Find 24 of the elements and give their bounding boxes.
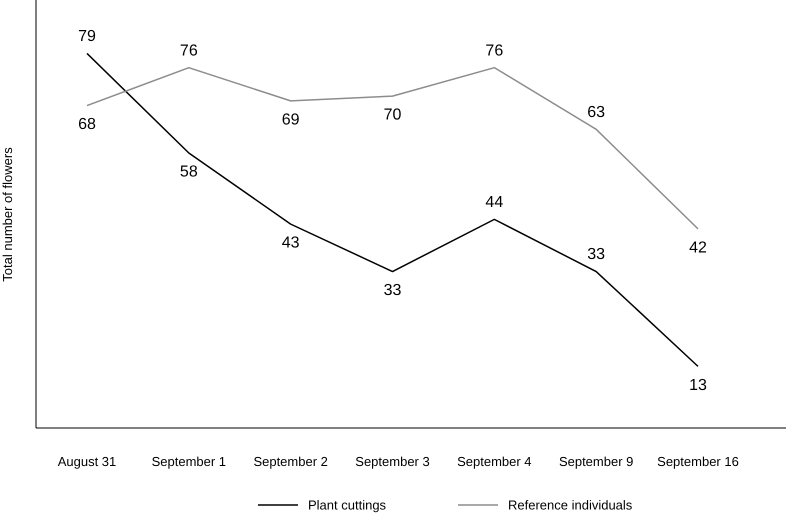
data-label: 33 [384,282,402,300]
x-tick-label: August 31 [58,454,116,469]
x-tick-label: September 4 [457,454,532,469]
data-label: 42 [689,239,707,256]
data-label: 76 [180,42,198,60]
x-tick-label: September 16 [657,454,739,469]
data-label: 68 [78,116,96,134]
data-label: 70 [384,106,402,124]
data-label: 44 [485,194,504,211]
x-tick-label: September 2 [253,454,328,469]
x-tick-label: September 9 [558,454,634,469]
x-tick-label: September 3 [355,454,430,469]
data-label: 13 [689,376,707,394]
data-label: 43 [282,234,300,252]
x-tick-label: September 1 [152,454,226,469]
data-label: 58 [180,164,198,181]
legend-label: Plant cuttings [308,498,387,513]
data-label: 63 [587,104,606,121]
data-label: 69 [282,111,300,128]
legend-label: Reference individuals [508,498,633,513]
data-label: 33 [587,246,606,264]
y-axis-title: Total number of flowers [0,146,15,282]
data-label: 79 [78,28,96,46]
data-label: 76 [485,42,504,60]
